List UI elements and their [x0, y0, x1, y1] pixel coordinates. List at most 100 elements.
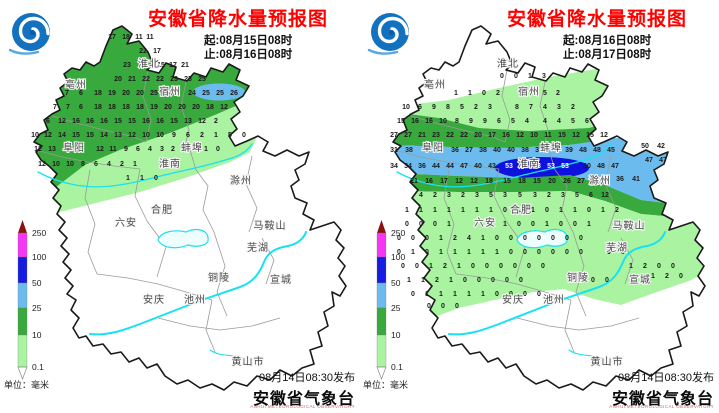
precip-value: 40: [493, 147, 501, 154]
precip-value: 8: [515, 104, 519, 111]
precip-value: 1: [475, 207, 479, 214]
precip-value: 15: [114, 118, 122, 125]
precip-value: 20: [548, 178, 556, 185]
city-label: 马鞍山: [254, 219, 287, 232]
precip-value: 2: [453, 235, 457, 242]
precip-value: 4: [557, 118, 561, 125]
city-label: 铜陵: [567, 272, 589, 284]
precip-value: 0: [551, 249, 555, 256]
district-border: [142, 69, 152, 143]
precip-value: 38: [479, 147, 487, 154]
district-borders: [35, 69, 281, 353]
city-label: 马鞍山: [613, 219, 646, 232]
precip-value: 0: [505, 277, 509, 284]
legend-color-segment: [376, 232, 387, 258]
river: [396, 143, 612, 188]
precip-value: 1: [429, 263, 433, 270]
chaohu-lake: [516, 228, 568, 249]
district-border: [157, 317, 281, 331]
precip-value: 3: [475, 192, 479, 199]
precip-value: 2: [433, 192, 437, 199]
precip-value: 6: [94, 161, 98, 168]
precip-value: 5: [543, 90, 547, 97]
precip-value: 0: [455, 303, 459, 310]
precip-value: 0: [491, 277, 495, 284]
precip-value: 15: [503, 178, 511, 185]
precip-value: 22: [142, 76, 150, 83]
district-border: [394, 149, 500, 170]
precip-value: 3: [447, 192, 451, 199]
precip-value: 1: [447, 207, 451, 214]
precip-value: 1: [545, 221, 549, 228]
precip-value: 21: [128, 76, 136, 83]
precip-value: 18: [122, 104, 130, 111]
district-border: [443, 169, 457, 275]
start-time-label: 起:08月16日08时: [563, 35, 652, 47]
city-label: 宣城: [629, 273, 651, 286]
precip-value: 14: [100, 132, 108, 139]
precip-value: 16: [86, 118, 94, 125]
precip-value: 0: [495, 235, 499, 242]
precip-value: 1: [425, 291, 429, 298]
precip-value: 18: [122, 34, 130, 41]
precip-value: 36: [418, 163, 426, 170]
precip-value: 0: [587, 207, 591, 214]
precip-value: 2: [171, 146, 175, 153]
district-border: [261, 237, 275, 285]
precip-value: 12: [600, 132, 608, 139]
precip-value: 6: [497, 118, 501, 125]
district-border: [96, 273, 213, 301]
precip-value: 22: [156, 76, 164, 83]
forecast-panel-day2: 0 0 1 3 1 1 0 2 5 2 10 6 9 8 5 2 3 8 7 4 3 2 15 16 16 10 8 9 9 6 5 4 4 4 5…: [359, 0, 719, 413]
precip-value: 40: [474, 163, 482, 170]
precip-value: 3: [557, 104, 561, 111]
precip-band: [393, 68, 615, 131]
precip-value: 1: [453, 249, 457, 256]
precip-value: 53: [519, 163, 527, 170]
legend-tick-label: 100: [32, 252, 46, 262]
precip-value: 0: [433, 221, 437, 228]
precip-value: 2: [571, 104, 575, 111]
precip-value: 11: [544, 132, 552, 139]
city-label: 六安: [115, 216, 137, 229]
city-label: 池州: [184, 293, 206, 306]
precip-value: 16: [72, 118, 80, 125]
precip-value: 1: [503, 221, 507, 228]
precip-value: 22: [139, 48, 147, 55]
precip-value: 13: [114, 132, 122, 139]
precip-value: 23: [170, 76, 178, 83]
precip-value: 6: [79, 104, 83, 111]
district-border: [245, 155, 258, 233]
province-map: 0 0 1 31 1 0 2 5 210 6 9 8 5 2 3 8 7 4 3 215 16 16 10 8 9 9 6 5 4 4 4 5…: [363, 25, 706, 391]
precip-value: 2: [665, 273, 669, 280]
legend-tick-label: 250: [391, 228, 405, 238]
precip-value: 2: [443, 263, 447, 270]
precip-value: 1: [601, 207, 605, 214]
district-border: [205, 299, 216, 353]
agency-name-label: 安徽省气象台: [252, 391, 355, 408]
precip-value: 4: [148, 146, 152, 153]
precip-value: 12: [58, 118, 66, 125]
precip-value: 1: [453, 291, 457, 298]
precip-value: 34: [404, 163, 412, 170]
precip-value: 15: [397, 118, 405, 125]
precip-band: [34, 90, 262, 224]
precip-value: 11: [135, 34, 143, 41]
precip-value: 16: [425, 178, 433, 185]
precip-value: 0: [573, 221, 577, 228]
precip-value: 0: [541, 263, 545, 270]
city-label: 铜陵: [208, 272, 230, 284]
precip-value: 25: [150, 90, 158, 97]
precip-value: 40: [507, 147, 515, 154]
precip-value: 17: [488, 132, 496, 139]
precip-value: 53: [561, 163, 569, 170]
logo-swirl-icon: [377, 16, 409, 44]
city-label: 阜阳: [422, 141, 444, 154]
precip-value: 21: [418, 132, 426, 139]
precip-value: 1: [419, 207, 423, 214]
precip-value: 27: [577, 178, 585, 185]
district-border: [84, 169, 98, 275]
